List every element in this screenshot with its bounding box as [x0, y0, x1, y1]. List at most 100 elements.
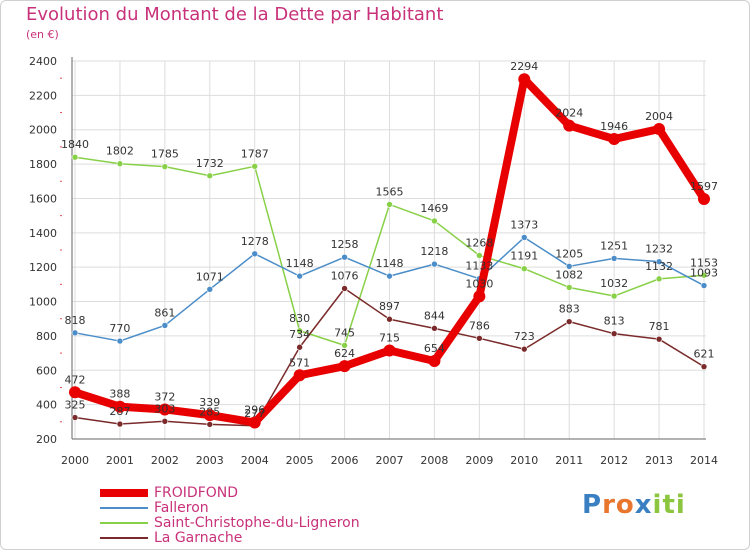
data-label: 1785 [151, 148, 179, 161]
data-point [610, 255, 618, 262]
data-point [700, 363, 708, 370]
data-point [203, 409, 216, 422]
data-point [248, 416, 261, 429]
y-tick-label: 2200 [29, 89, 57, 102]
data-label: 861 [154, 306, 175, 319]
data-point [473, 290, 486, 303]
logo-letter: o [615, 490, 635, 520]
data-label: 1840 [61, 138, 89, 151]
data-label: 1032 [600, 277, 628, 290]
x-tick-label: 2003 [196, 454, 224, 467]
data-label: 818 [65, 314, 86, 327]
data-point [520, 345, 528, 353]
data-point [206, 286, 214, 293]
y-tick-label: 1400 [29, 227, 57, 240]
logo-letter: i [652, 490, 663, 520]
data-point [338, 360, 351, 373]
data-point [116, 160, 124, 168]
data-label: 624 [334, 347, 355, 360]
data-label: 654 [424, 342, 445, 355]
data-label: 1268 [465, 236, 493, 249]
data-point [386, 272, 393, 280]
data-point [206, 172, 214, 180]
data-label: 2004 [645, 110, 673, 123]
data-point [431, 217, 438, 225]
data-point [610, 292, 618, 300]
data-point [655, 258, 663, 265]
data-point [341, 253, 348, 261]
data-label: 1148 [376, 257, 404, 270]
data-label: 1278 [241, 235, 269, 248]
logo-letter: P [582, 490, 603, 520]
data-label: 883 [559, 303, 580, 316]
x-tick-label: 2005 [286, 454, 314, 467]
data-label: 372 [154, 390, 175, 403]
x-tick-label: 2012 [600, 454, 628, 467]
data-label: 897 [379, 300, 400, 313]
data-label: 723 [514, 330, 535, 343]
data-label: 844 [424, 309, 445, 322]
legend-label-falleron: Falleron [154, 500, 209, 516]
x-tick-label: 2001 [106, 454, 134, 467]
legend-label-froidfond: FROIDFOND [154, 485, 239, 501]
data-label: 830 [289, 312, 310, 325]
data-point [113, 400, 126, 413]
data-label: 1132 [645, 260, 673, 273]
data-label: 1071 [196, 270, 224, 283]
data-point [71, 329, 79, 337]
data-label: 1076 [331, 269, 359, 282]
y-tick-label: 1600 [29, 192, 57, 205]
y-tick-label: 1000 [29, 296, 57, 309]
data-point [161, 418, 169, 425]
y-tick-label: 600 [36, 364, 57, 377]
data-point [565, 263, 573, 270]
data-label: 786 [469, 319, 490, 332]
data-label: 472 [65, 373, 86, 386]
data-point [116, 420, 124, 428]
data-label: 781 [649, 320, 670, 333]
data-label: 1232 [645, 243, 673, 256]
data-label: 1133 [465, 260, 493, 273]
data-label: 325 [65, 399, 86, 412]
data-point [293, 369, 306, 382]
data-point [251, 250, 259, 258]
logo-letter: x [634, 490, 653, 520]
x-tick-label: 2002 [151, 454, 179, 467]
data-point [700, 271, 708, 279]
data-point [296, 327, 303, 335]
data-point [655, 335, 663, 343]
chart-title: Evolution du Montant de la Dette par Hab… [26, 4, 444, 25]
data-label: 1373 [510, 218, 538, 231]
logo-letter: r [602, 490, 616, 520]
data-point [116, 337, 124, 345]
data-point [341, 342, 348, 349]
x-tick-label: 2014 [690, 454, 718, 467]
data-point [563, 119, 576, 132]
legend-swatch-froidfond [100, 489, 148, 497]
data-label: 285 [199, 405, 220, 418]
logo-letter: i [675, 490, 686, 520]
data-label: 388 [109, 388, 130, 401]
data-point [71, 414, 79, 421]
legend-swatch-saint-christophe [100, 522, 148, 524]
data-point [610, 330, 618, 337]
data-label: 303 [154, 402, 175, 415]
logo-letter: t [662, 490, 676, 520]
data-point [431, 260, 438, 268]
data-point [296, 343, 303, 351]
data-point [158, 403, 171, 416]
data-point [296, 272, 303, 280]
data-label: 734 [289, 328, 310, 341]
x-tick-label: 2004 [241, 454, 269, 467]
data-label: 770 [109, 322, 130, 335]
proxiti-logo: Proxiti [582, 490, 686, 520]
x-tick-label: 2000 [61, 454, 89, 467]
data-label: 1148 [286, 257, 314, 270]
data-point [161, 322, 169, 329]
legend-label-la-garnache: La Garnache [154, 530, 243, 546]
data-label: 339 [199, 396, 220, 409]
data-label: 1946 [600, 120, 628, 133]
data-point [386, 315, 393, 323]
x-tick-label: 2013 [645, 454, 673, 467]
